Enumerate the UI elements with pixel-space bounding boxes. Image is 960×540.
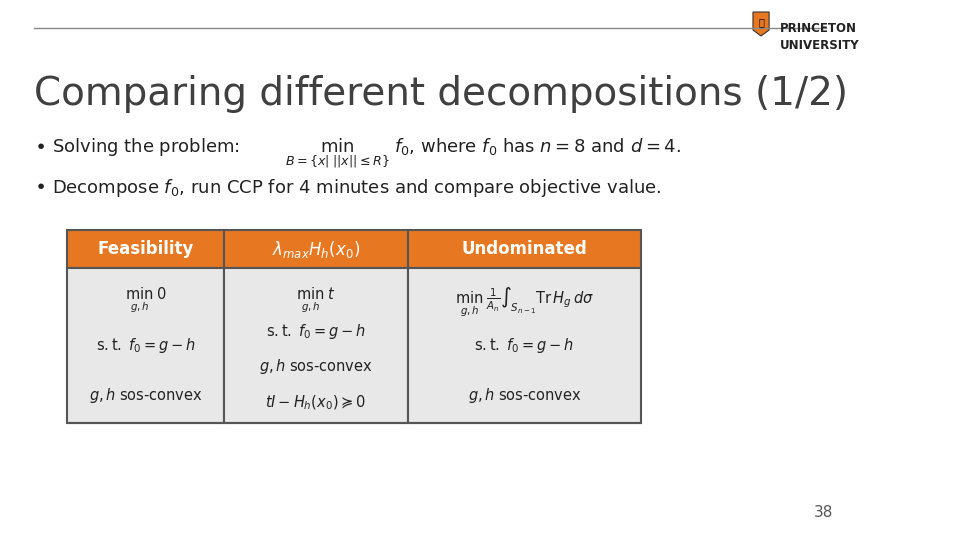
Text: PRINCETON
UNIVERSITY: PRINCETON UNIVERSITY: [780, 22, 859, 52]
Text: $\mathrm{s.t.}\; f_0 = g - h$: $\mathrm{s.t.}\; f_0 = g - h$: [96, 336, 196, 355]
Text: $\bullet$: $\bullet$: [34, 175, 45, 194]
FancyBboxPatch shape: [408, 230, 641, 268]
FancyBboxPatch shape: [67, 230, 224, 268]
Text: Undominated: Undominated: [462, 240, 588, 258]
Text: $g,h\;\mathrm{sos\text{-}convex}$: $g,h\;\mathrm{sos\text{-}convex}$: [468, 386, 581, 405]
Polygon shape: [753, 12, 769, 36]
Text: $g,h\;\mathrm{sos\text{-}convex}$: $g,h\;\mathrm{sos\text{-}convex}$: [259, 357, 372, 376]
Text: $\mathrm{s.t.}\; f_0 = g - h$: $\mathrm{s.t.}\; f_0 = g - h$: [266, 322, 366, 341]
Text: $\lambda_{max}H_h(x_0)$: $\lambda_{max}H_h(x_0)$: [272, 239, 360, 260]
Text: 38: 38: [814, 505, 833, 520]
FancyBboxPatch shape: [224, 268, 408, 423]
Text: 🏛: 🏛: [758, 17, 764, 27]
FancyBboxPatch shape: [408, 268, 641, 423]
Text: Comparing different decompositions (1/2): Comparing different decompositions (1/2): [34, 75, 848, 113]
Text: Decompose $f_0$, run CCP for 4 minutes and compare objective value.: Decompose $f_0$, run CCP for 4 minutes a…: [52, 177, 661, 199]
Text: $\underset{g,h}{\min}\; \frac{1}{A_n}\int_{S_{n-1}} \mathrm{Tr}\, H_g\, d\sigma$: $\underset{g,h}{\min}\; \frac{1}{A_n}\in…: [455, 286, 594, 319]
Text: Feasibility: Feasibility: [98, 240, 194, 258]
Text: $\underset{g,h}{\min}\; 0$: $\underset{g,h}{\min}\; 0$: [125, 286, 167, 315]
Text: $\bullet$: $\bullet$: [34, 135, 45, 154]
FancyBboxPatch shape: [67, 268, 224, 423]
FancyBboxPatch shape: [224, 230, 408, 268]
Text: $tI - H_h(x_0) \succeq 0$: $tI - H_h(x_0) \succeq 0$: [265, 393, 367, 411]
Text: Solving the problem:        $\underset{B=\{x|\;||x||\leq R\}}{\min}\; f_0$, wher: Solving the problem: $\underset{B=\{x|\;…: [52, 137, 681, 171]
Text: $\mathrm{s.t.}\; f_0 = g - h$: $\mathrm{s.t.}\; f_0 = g - h$: [474, 336, 574, 355]
Text: $g,h\;\mathrm{sos\text{-}convex}$: $g,h\;\mathrm{sos\text{-}convex}$: [89, 386, 203, 405]
Text: $\underset{g,h}{\min}\; t$: $\underset{g,h}{\min}\; t$: [296, 286, 336, 315]
